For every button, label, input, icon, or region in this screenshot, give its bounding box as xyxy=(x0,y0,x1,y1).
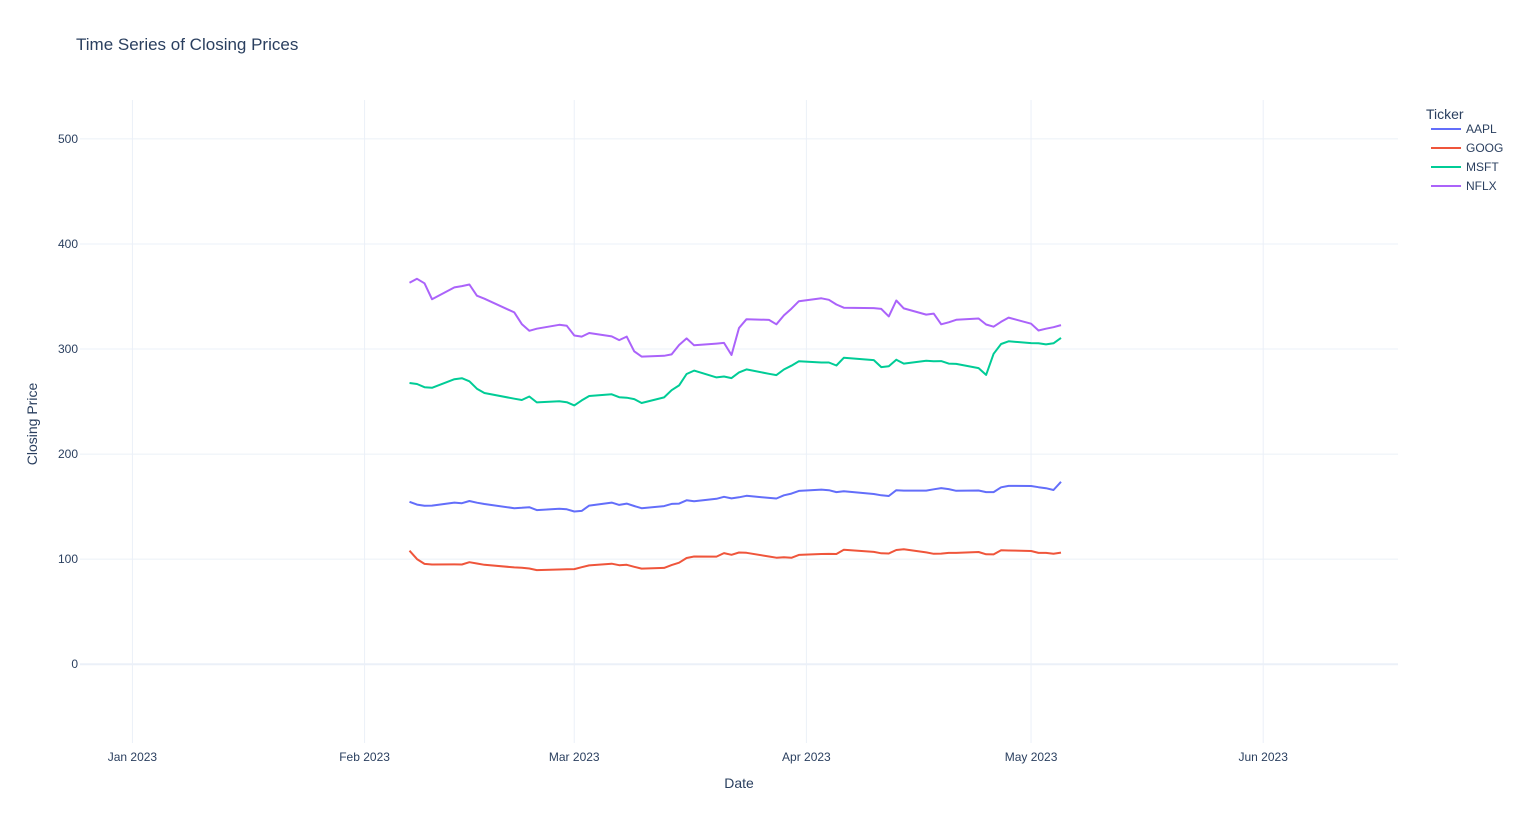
y-tick-label: 400 xyxy=(58,237,78,251)
series-line-goog[interactable] xyxy=(408,548,1062,572)
legend-label: GOOG xyxy=(1466,141,1503,155)
grid xyxy=(80,100,1398,743)
series-line-nflx[interactable] xyxy=(409,277,1062,358)
x-tick-label: May 2023 xyxy=(1005,750,1058,764)
plot-area xyxy=(408,277,1062,572)
legend-title: Ticker xyxy=(1426,106,1464,122)
legend-item-msft[interactable]: MSFT xyxy=(1431,160,1499,174)
y-tick-label: 0 xyxy=(71,657,78,671)
legend-item-nflx[interactable]: NFLX xyxy=(1431,179,1497,193)
legend-item-goog[interactable]: GOOG xyxy=(1431,141,1503,155)
legend: Ticker AAPL GOOG MSFT NFLX xyxy=(1426,106,1503,193)
series-line-msft[interactable] xyxy=(409,337,1062,407)
chart-title: Time Series of Closing Prices xyxy=(76,35,298,54)
y-tick-label: 200 xyxy=(58,447,78,461)
y-tick-label: 300 xyxy=(58,342,78,356)
legend-item-aapl[interactable]: AAPL xyxy=(1431,122,1497,136)
y-tick-label: 500 xyxy=(58,132,78,146)
x-tick-label: Jan 2023 xyxy=(108,750,158,764)
y-axis-title: Closing Price xyxy=(24,383,40,466)
x-tick-label: Feb 2023 xyxy=(339,750,390,764)
series-line-aapl[interactable] xyxy=(409,481,1062,513)
y-tick-label: 100 xyxy=(58,552,78,566)
x-tick-label: Mar 2023 xyxy=(549,750,600,764)
x-axis-ticks: Jan 2023 Feb 2023 Mar 2023 Apr 2023 May 2023… xyxy=(108,750,1288,764)
x-tick-label: Jun 2023 xyxy=(1239,750,1289,764)
legend-label: MSFT xyxy=(1466,160,1499,174)
x-axis-title: Date xyxy=(724,775,754,791)
y-axis-ticks: 0 100 200 300 400 500 xyxy=(58,132,78,671)
x-tick-label: Apr 2023 xyxy=(782,750,831,764)
legend-label: NFLX xyxy=(1466,179,1497,193)
legend-label: AAPL xyxy=(1466,122,1497,136)
